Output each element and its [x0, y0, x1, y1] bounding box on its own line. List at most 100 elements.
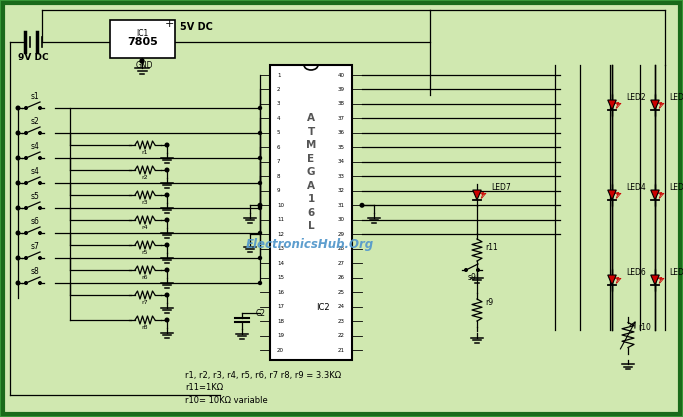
Text: 22: 22	[338, 333, 345, 338]
Circle shape	[464, 269, 467, 271]
Circle shape	[16, 156, 20, 160]
Circle shape	[39, 282, 41, 284]
Text: s5: s5	[31, 192, 40, 201]
Text: r9: r9	[485, 298, 493, 307]
Circle shape	[25, 257, 27, 259]
Text: r6: r6	[142, 275, 148, 280]
Bar	[110, 20, 175, 58]
Text: s6: s6	[31, 217, 40, 226]
Text: s8: s8	[31, 267, 40, 276]
Text: 26: 26	[338, 275, 345, 280]
Circle shape	[39, 257, 41, 259]
Text: r3: r3	[141, 200, 148, 205]
Circle shape	[16, 281, 20, 285]
Text: s4: s4	[31, 167, 40, 176]
Circle shape	[39, 182, 41, 184]
Text: 32: 32	[338, 188, 345, 193]
Text: 1: 1	[277, 73, 281, 78]
Text: 5: 5	[277, 131, 281, 136]
Circle shape	[165, 143, 169, 147]
Text: s7: s7	[31, 242, 40, 251]
Text: r1: r1	[142, 150, 148, 155]
Text: LED5: LED5	[669, 268, 683, 277]
Text: 3: 3	[277, 101, 281, 106]
Text: L: L	[307, 221, 314, 231]
Text: r2: r2	[141, 175, 148, 180]
Text: r11: r11	[485, 243, 498, 252]
Text: IC2: IC2	[316, 303, 330, 312]
Text: 9: 9	[277, 188, 281, 193]
Text: 4: 4	[277, 116, 281, 121]
Text: 36: 36	[338, 131, 345, 136]
Circle shape	[258, 256, 262, 259]
Circle shape	[16, 181, 20, 185]
Text: 33: 33	[338, 174, 345, 179]
Text: GND: GND	[135, 61, 153, 70]
Circle shape	[25, 157, 27, 159]
Text: 28: 28	[338, 246, 345, 251]
Text: 40: 40	[338, 73, 345, 78]
Text: r7: r7	[141, 300, 148, 305]
Polygon shape	[473, 190, 482, 200]
Text: r10: r10	[638, 323, 651, 332]
Circle shape	[25, 132, 27, 134]
Text: s4: s4	[31, 142, 40, 151]
Text: ElectronicsHub.Org: ElectronicsHub.Org	[246, 238, 374, 251]
Text: 30: 30	[338, 217, 345, 222]
Circle shape	[25, 282, 27, 284]
Circle shape	[39, 132, 41, 134]
Circle shape	[258, 131, 262, 135]
Circle shape	[25, 207, 27, 209]
Text: LED1: LED1	[669, 93, 683, 102]
Text: s2: s2	[31, 117, 40, 126]
Text: 1: 1	[307, 194, 315, 204]
Text: 13: 13	[277, 246, 284, 251]
Polygon shape	[608, 275, 616, 285]
Text: LED4: LED4	[626, 183, 645, 192]
Text: 5V DC: 5V DC	[180, 22, 213, 32]
Circle shape	[25, 182, 27, 184]
Circle shape	[165, 243, 169, 247]
Circle shape	[16, 206, 20, 210]
Text: 29: 29	[338, 232, 345, 237]
Circle shape	[140, 59, 144, 63]
Text: 6: 6	[277, 145, 281, 150]
Circle shape	[258, 203, 262, 207]
Text: r8: r8	[142, 325, 148, 330]
Circle shape	[258, 281, 262, 284]
Text: 14: 14	[277, 261, 284, 266]
Bar	[270, 65, 352, 360]
Circle shape	[39, 232, 41, 234]
Text: 18: 18	[277, 319, 284, 324]
Text: 12: 12	[277, 232, 284, 237]
Text: 25: 25	[338, 289, 345, 294]
Text: +: +	[165, 19, 173, 29]
Circle shape	[16, 256, 20, 260]
Circle shape	[25, 232, 27, 234]
Circle shape	[258, 206, 262, 209]
Circle shape	[165, 293, 169, 297]
Circle shape	[477, 269, 479, 271]
Text: 10: 10	[277, 203, 284, 208]
Circle shape	[258, 106, 262, 110]
Text: M: M	[306, 140, 316, 150]
Circle shape	[39, 207, 41, 209]
Circle shape	[360, 203, 364, 207]
Text: 24: 24	[338, 304, 345, 309]
Text: r1, r2, r3, r4, r5, r6, r7 r8, r9 = 3.3KΩ: r1, r2, r3, r4, r5, r6, r7 r8, r9 = 3.3K…	[185, 371, 341, 380]
Text: 31: 31	[338, 203, 345, 208]
Text: IC1: IC1	[137, 28, 149, 38]
Text: 9V DC: 9V DC	[18, 53, 48, 62]
Text: 7: 7	[277, 159, 281, 164]
Text: A: A	[307, 181, 315, 191]
Text: E: E	[307, 153, 315, 163]
Text: 7805: 7805	[127, 37, 158, 47]
Text: 38: 38	[338, 101, 345, 106]
Text: LED6: LED6	[626, 268, 645, 277]
Polygon shape	[651, 275, 659, 285]
Text: r4: r4	[141, 225, 148, 230]
Text: 15: 15	[277, 275, 284, 280]
Circle shape	[258, 181, 262, 184]
Circle shape	[39, 107, 41, 109]
Text: 37: 37	[338, 116, 345, 121]
